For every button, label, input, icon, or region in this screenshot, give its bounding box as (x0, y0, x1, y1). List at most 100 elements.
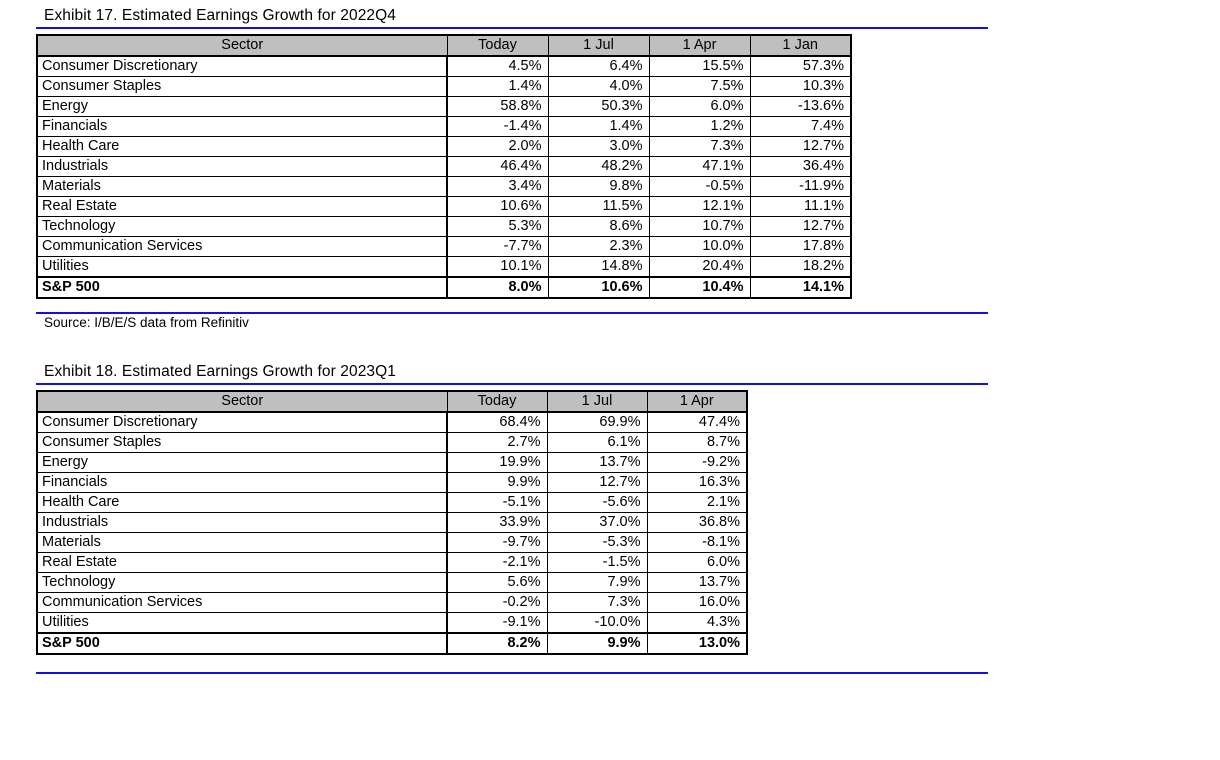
value-1-jan: 17.8% (749, 236, 852, 257)
sector-label: Communication Services (36, 592, 448, 613)
value-1-jul: -5.3% (546, 532, 648, 553)
exhibit-18-bottom-rule-block (36, 672, 988, 674)
sector-label: Utilities (36, 612, 448, 634)
value-today: 10.6% (446, 196, 549, 217)
table-row: Utilities -9.1% -10.0% 4.3% (36, 612, 748, 634)
total-label: S&P 500 (36, 276, 448, 299)
value-today: -5.1% (446, 492, 548, 513)
table-row: Materials -9.7% -5.3% -8.1% (36, 532, 748, 553)
value-1-jan: 10.3% (749, 76, 852, 97)
table-row: Energy 58.8% 50.3% 6.0% -13.6% (36, 96, 852, 117)
value-today: -9.7% (446, 532, 548, 553)
value-today: 2.0% (446, 136, 549, 157)
value-1-jan: -13.6% (749, 96, 852, 117)
table-row: Industrials 33.9% 37.0% 36.8% (36, 512, 748, 533)
column-header-today: Today (446, 34, 549, 57)
value-today: 58.8% (446, 96, 549, 117)
value-today: -1.4% (446, 116, 549, 137)
table-row: Technology 5.3% 8.6% 10.7% 12.7% (36, 216, 852, 237)
table-row: Health Care -5.1% -5.6% 2.1% (36, 492, 748, 513)
value-1-jul: 8.6% (547, 216, 650, 237)
total-value-1-jul: 10.6% (547, 276, 650, 299)
value-1-apr: 20.4% (648, 256, 751, 278)
value-today: 5.6% (446, 572, 548, 593)
value-1-apr: -8.1% (646, 532, 748, 553)
value-1-apr: 4.3% (646, 612, 748, 634)
table-row: Health Care 2.0% 3.0% 7.3% 12.7% (36, 136, 852, 157)
exhibit-17-bottom-rule (36, 312, 988, 314)
exhibit-18-block: Exhibit 18. Estimated Earnings Growth fo… (36, 362, 988, 655)
sector-label: Technology (36, 572, 448, 593)
value-1-apr: 8.7% (646, 432, 748, 453)
column-header-1-jul: 1 Jul (546, 390, 648, 413)
value-today: 2.7% (446, 432, 548, 453)
value-1-apr: 7.5% (648, 76, 751, 97)
value-1-jul: 50.3% (547, 96, 650, 117)
table-row: Financials 9.9% 12.7% 16.3% (36, 472, 748, 493)
value-1-apr: -0.5% (648, 176, 751, 197)
exhibit-18-bottom-rule (36, 672, 988, 674)
table-row: Industrials 46.4% 48.2% 47.1% 36.4% (36, 156, 852, 177)
value-1-jan: 57.3% (749, 55, 852, 77)
exhibit-17-title-rule (36, 27, 988, 29)
table-row: Financials -1.4% 1.4% 1.2% 7.4% (36, 116, 852, 137)
value-1-jul: -5.6% (546, 492, 648, 513)
table-row: Consumer Discretionary 4.5% 6.4% 15.5% 5… (36, 55, 852, 77)
value-1-jul: 6.4% (547, 55, 650, 77)
sector-label: Health Care (36, 492, 448, 513)
sector-label: Technology (36, 216, 448, 237)
value-1-jul: 3.0% (547, 136, 650, 157)
value-1-apr: 1.2% (648, 116, 751, 137)
sector-label: Real Estate (36, 196, 448, 217)
value-1-apr: 10.7% (648, 216, 751, 237)
exhibit-18-title-rule (36, 383, 988, 385)
value-1-jul: 2.3% (547, 236, 650, 257)
column-header-sector: Sector (36, 390, 448, 413)
table-row: Consumer Discretionary 68.4% 69.9% 47.4% (36, 411, 748, 433)
value-today: 1.4% (446, 76, 549, 97)
value-today: 3.4% (446, 176, 549, 197)
sector-label: Health Care (36, 136, 448, 157)
table-row: Technology 5.6% 7.9% 13.7% (36, 572, 748, 593)
value-1-apr: 10.0% (648, 236, 751, 257)
value-today: -7.7% (446, 236, 549, 257)
sector-label: Consumer Staples (36, 76, 448, 97)
total-value-1-jul: 9.9% (546, 632, 648, 655)
sector-label: Communication Services (36, 236, 448, 257)
value-1-jul: -1.5% (546, 552, 648, 573)
exhibit-17-source-text: Source: I/B/E/S data from Refinitiv (44, 315, 249, 330)
column-header-1-apr: 1 Apr (648, 34, 751, 57)
value-1-jul: 12.7% (546, 472, 648, 493)
table-row: Utilities 10.1% 14.8% 20.4% 18.2% (36, 256, 852, 278)
value-today: 19.9% (446, 452, 548, 473)
value-1-jul: 7.3% (546, 592, 648, 613)
value-1-jul: -10.0% (546, 612, 648, 634)
sector-label: Materials (36, 532, 448, 553)
column-header-1-jul: 1 Jul (547, 34, 650, 57)
total-value-1-apr: 13.0% (646, 632, 748, 655)
value-1-apr: 6.0% (648, 96, 751, 117)
sector-label: Industrials (36, 156, 448, 177)
column-header-1-apr: 1 Apr (646, 390, 748, 413)
total-value-1-apr: 10.4% (648, 276, 751, 299)
value-1-apr: 7.3% (648, 136, 751, 157)
value-1-jul: 1.4% (547, 116, 650, 137)
value-1-jul: 4.0% (547, 76, 650, 97)
exhibit-17-source-block: Source: I/B/E/S data from Refinitiv (36, 312, 988, 332)
sector-label: Real Estate (36, 552, 448, 573)
sector-label: Energy (36, 452, 448, 473)
value-1-jul: 6.1% (546, 432, 648, 453)
sector-label: Consumer Discretionary (36, 55, 448, 77)
sector-label: Consumer Discretionary (36, 411, 448, 433)
value-1-apr: 47.4% (646, 411, 748, 433)
table-header-row: Sector Today 1 Jul 1 Apr 1 Jan (36, 34, 852, 57)
value-1-apr: 2.1% (646, 492, 748, 513)
table-total-row: S&P 500 8.2% 9.9% 13.0% (36, 632, 748, 655)
sector-label: Consumer Staples (36, 432, 448, 453)
value-today: 5.3% (446, 216, 549, 237)
exhibit-17-table: Sector Today 1 Jul 1 Apr 1 Jan Consumer … (36, 34, 852, 299)
value-1-jul: 9.8% (547, 176, 650, 197)
table-row: Real Estate 10.6% 11.5% 12.1% 11.1% (36, 196, 852, 217)
column-header-today: Today (446, 390, 548, 413)
value-1-apr: 47.1% (648, 156, 751, 177)
